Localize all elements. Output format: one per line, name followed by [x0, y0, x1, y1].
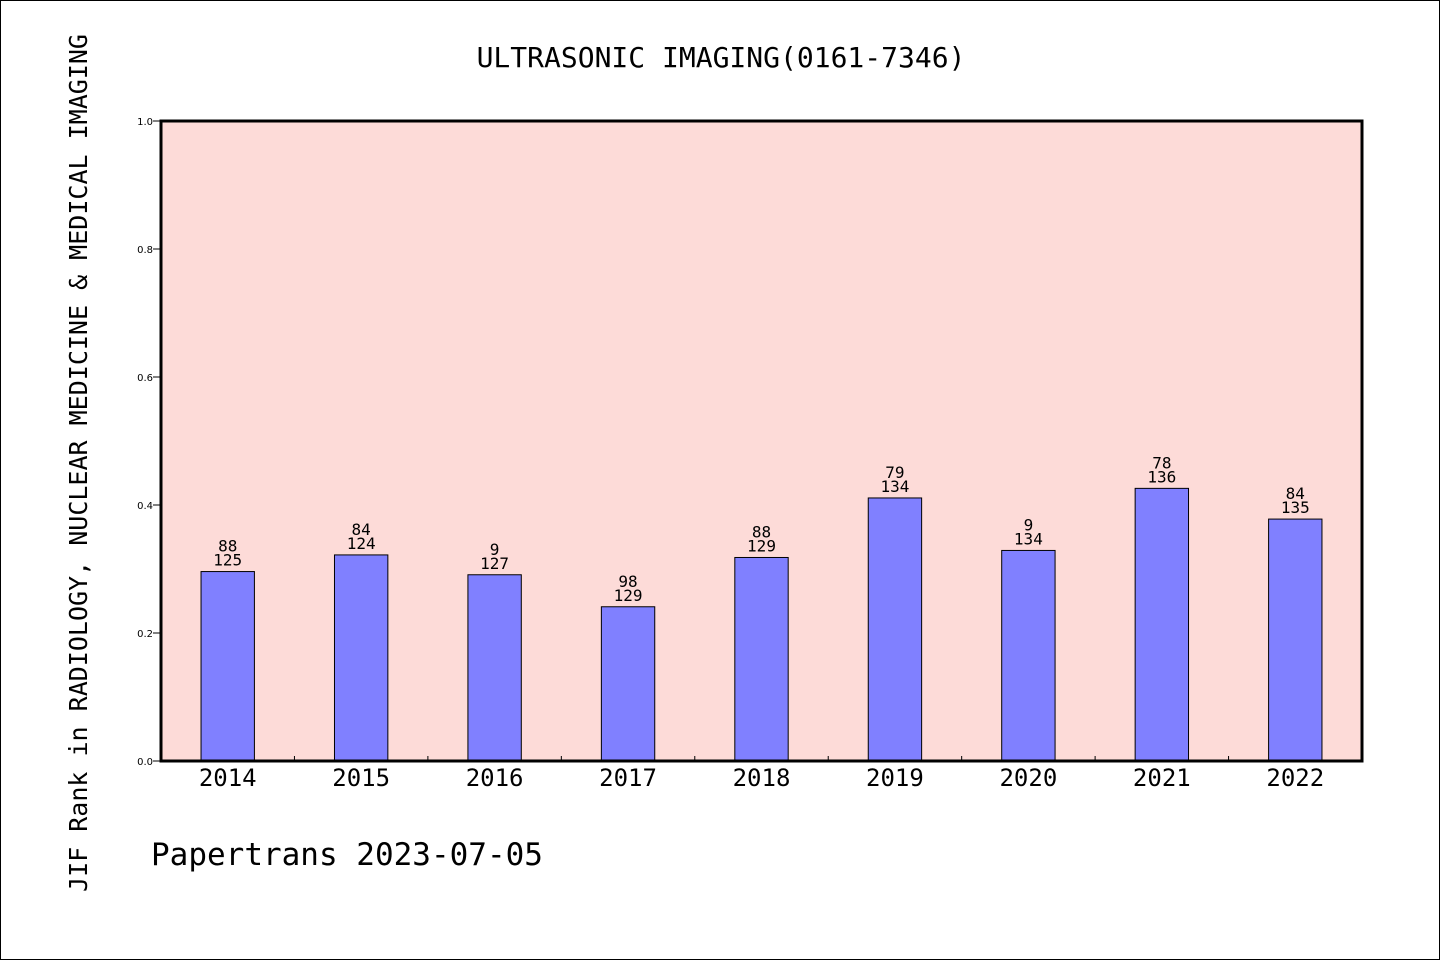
- bar-2018: [734, 556, 789, 762]
- bar-2019: [867, 497, 923, 762]
- y-ticks: 0.0 0.2 0.4 0.6 0.8 1.0: [137, 117, 161, 768]
- y-tick-label: 0.0: [137, 757, 153, 768]
- bar-total-label: 134: [880, 477, 909, 496]
- y-tick-label: 0.6: [137, 373, 153, 384]
- bar-total-label: 125: [213, 551, 242, 570]
- bar-2022: [1268, 518, 1323, 762]
- bar-rank-label: 98: [618, 572, 637, 591]
- bar-rank-label: 88: [218, 537, 237, 556]
- bar-2020: [1001, 549, 1056, 762]
- bar-total-label: 136: [1147, 467, 1176, 486]
- x-ticks: 2014 2015 2016 2017 2018 2019 2020 2021 2022: [199, 756, 1324, 792]
- bar-2021: [1134, 487, 1190, 762]
- bar-rank-label: 88: [752, 522, 771, 541]
- x-tick-label: 2018: [733, 764, 791, 792]
- chart-title: ULTRASONIC IMAGING(0161-7346): [477, 41, 966, 74]
- bar-2015: [333, 554, 389, 762]
- plot-border: [159, 119, 1364, 763]
- y-tick-label: 0.4: [137, 501, 153, 512]
- x-tick-label: 2016: [466, 764, 524, 792]
- bar-rank-label: 9: [1024, 515, 1034, 534]
- bar-2014: [200, 571, 255, 762]
- x-tick-label: 2019: [866, 764, 924, 792]
- x-tick-label: 2017: [599, 764, 657, 792]
- x-tick-label: 2015: [332, 764, 390, 792]
- x-tick-label: 2021: [1133, 764, 1191, 792]
- bar-total-label: 129: [614, 586, 643, 605]
- x-tick-label: 2014: [199, 764, 257, 792]
- bar-total-label: 124: [347, 534, 376, 553]
- x-tick-label: 2020: [999, 764, 1057, 792]
- bar-rank-label: 84: [1286, 484, 1305, 503]
- bar-total-label: 127: [480, 554, 509, 573]
- bar-total-label: 129: [747, 536, 776, 555]
- bar-total-label: 135: [1281, 498, 1310, 517]
- bar-rank-label: 9: [490, 540, 500, 559]
- y-axis-label: JIF Rank in RADIOLOGY, NUCLEAR MEDICINE …: [64, 34, 93, 892]
- bar-2017: [600, 606, 656, 762]
- y-tick-label: 0.8: [137, 245, 153, 256]
- bar-rank-label: 78: [1152, 453, 1171, 472]
- bar-total-label: 134: [1014, 529, 1043, 548]
- y-tick-label: 0.2: [137, 629, 153, 640]
- bar-rank-label: 79: [885, 463, 904, 482]
- footer-text: Papertrans 2023-07-05: [151, 837, 543, 873]
- bar-rank-label: 84: [352, 520, 371, 539]
- bar-2016: [467, 574, 522, 762]
- y-tick-label: 1.0: [137, 117, 153, 128]
- x-tick-label: 2022: [1266, 764, 1324, 792]
